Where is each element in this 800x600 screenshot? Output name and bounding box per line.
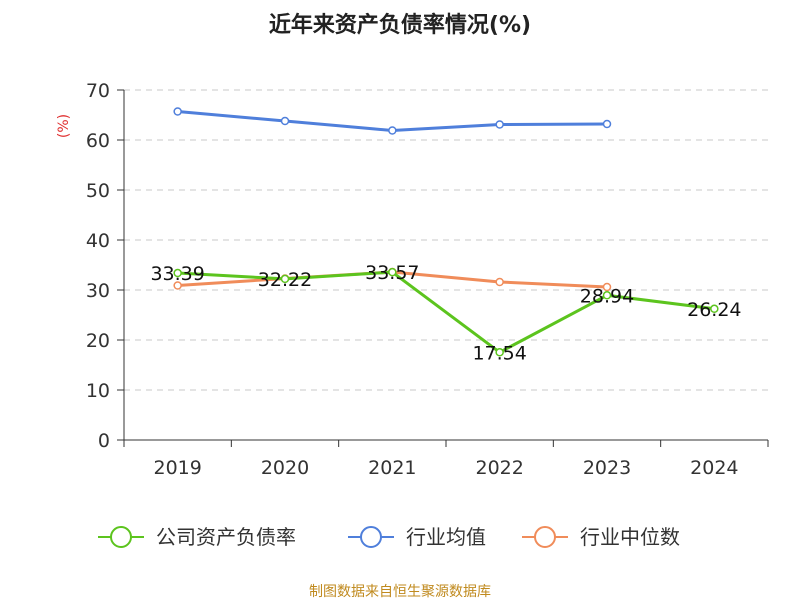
- data-point: [280, 116, 290, 126]
- y-tick-label: 50: [86, 180, 110, 202]
- legend-label: 行业中位数: [580, 525, 680, 549]
- axes: 0 10 20 30 40 50 60 70 2019 2020 2021 2022 2023 2024: [86, 80, 769, 479]
- x-tick-label: 2022: [475, 457, 523, 479]
- data-point: [173, 281, 182, 290]
- legend-marker: [110, 526, 132, 548]
- x-tick-label: 2019: [153, 457, 201, 479]
- y-tick-label: 70: [86, 80, 110, 102]
- y-tick-label: 0: [98, 430, 110, 452]
- data-point: [710, 304, 719, 314]
- x-tick-label: 2023: [583, 457, 631, 479]
- data-point: [280, 274, 290, 284]
- x-tick-label: 2020: [261, 457, 309, 479]
- series-line: [177, 270, 715, 354]
- y-tick-label: 20: [86, 330, 110, 352]
- series: [173, 107, 719, 357]
- data-point: [173, 268, 182, 278]
- data-point: [495, 120, 504, 129]
- legend-label: 公司资产负债率: [156, 525, 296, 549]
- grid: [124, 89, 768, 391]
- legend-marker: [360, 526, 382, 548]
- data-label: 26.24: [687, 299, 741, 321]
- data-point: [602, 282, 612, 292]
- legend: 公司资产负债率 行业均值 行业中位数: [98, 525, 680, 549]
- data-label: 33.39: [150, 263, 204, 285]
- source-note: 制图数据来自恒生聚源数据库: [309, 584, 491, 600]
- data-point: [495, 277, 504, 287]
- y-tick-label: 60: [86, 130, 110, 152]
- chart-title: 近年来资产负债率情况(%): [269, 12, 531, 38]
- data-point: [602, 291, 612, 300]
- legend-label: 行业均值: [406, 525, 486, 549]
- data-label: 17.54: [472, 342, 526, 364]
- y-tick-label: 10: [86, 380, 110, 402]
- data-point: [173, 107, 182, 116]
- data-label: 33.57: [365, 262, 419, 284]
- x-tick-label: 2021: [368, 457, 416, 479]
- data-point: [602, 119, 612, 129]
- data-label: 28.94: [580, 285, 634, 307]
- y-tick-label: 40: [86, 230, 110, 252]
- legend-marker: [534, 526, 556, 548]
- data-point: [495, 348, 504, 357]
- x-tick-label: 2024: [690, 457, 738, 479]
- data-point: [388, 126, 397, 135]
- y-tick-label: 30: [86, 280, 110, 302]
- data-labels: 33.39 32.22 33.57 17.54 28.94 26.24: [150, 262, 741, 364]
- y-axis-unit: (%): [56, 114, 72, 138]
- data-point: [388, 267, 397, 277]
- data-label: 32.22: [258, 269, 312, 291]
